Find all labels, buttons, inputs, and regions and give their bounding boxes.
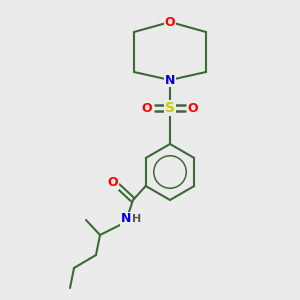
Text: H: H: [132, 214, 142, 224]
Text: S: S: [165, 101, 175, 115]
Text: O: O: [108, 176, 118, 190]
Text: O: O: [165, 16, 175, 28]
Text: N: N: [121, 212, 131, 226]
Text: O: O: [142, 101, 152, 115]
Text: N: N: [165, 74, 175, 86]
Text: O: O: [188, 101, 198, 115]
